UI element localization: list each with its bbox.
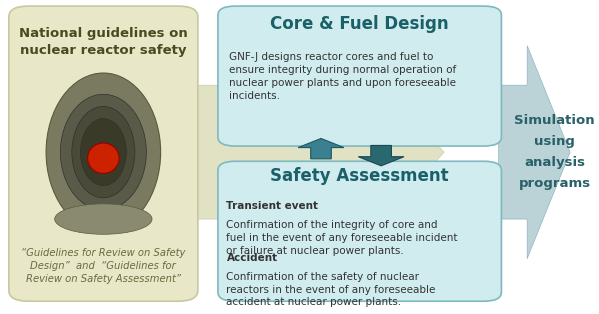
Ellipse shape: [87, 143, 119, 173]
Text: Confirmation of the integrity of core and
fuel in the event of any foreseeable i: Confirmation of the integrity of core an…: [226, 220, 458, 256]
Polygon shape: [298, 138, 344, 159]
Ellipse shape: [72, 106, 135, 198]
Polygon shape: [164, 46, 444, 259]
Text: Accident: Accident: [226, 252, 277, 263]
Text: Simulation
using
analysis
programs: Simulation using analysis programs: [515, 114, 595, 190]
Polygon shape: [358, 145, 404, 166]
Text: Safety Assessment: Safety Assessment: [270, 167, 449, 185]
Text: GNF-J designs reactor cores and fuel to
ensure integrity during normal operation: GNF-J designs reactor cores and fuel to …: [229, 52, 456, 101]
Ellipse shape: [60, 94, 146, 210]
Text: Confirmation of the safety of nuclear
reactors in the event of any foreseeable
a: Confirmation of the safety of nuclear re…: [226, 272, 436, 307]
Text: Transient event: Transient event: [226, 201, 319, 211]
Ellipse shape: [55, 204, 152, 234]
Text: Core & Fuel Design: Core & Fuel Design: [270, 15, 449, 33]
Polygon shape: [498, 46, 570, 259]
Text: National guidelines on
nuclear reactor safety: National guidelines on nuclear reactor s…: [19, 27, 187, 57]
Ellipse shape: [80, 119, 126, 186]
FancyBboxPatch shape: [218, 6, 501, 146]
FancyBboxPatch shape: [9, 6, 198, 301]
Ellipse shape: [46, 73, 161, 231]
Text: “Guidelines for Review on Safety
Design”  and  “Guidelines for
Review on Safety : “Guidelines for Review on Safety Design”…: [21, 248, 186, 284]
FancyBboxPatch shape: [218, 161, 501, 301]
